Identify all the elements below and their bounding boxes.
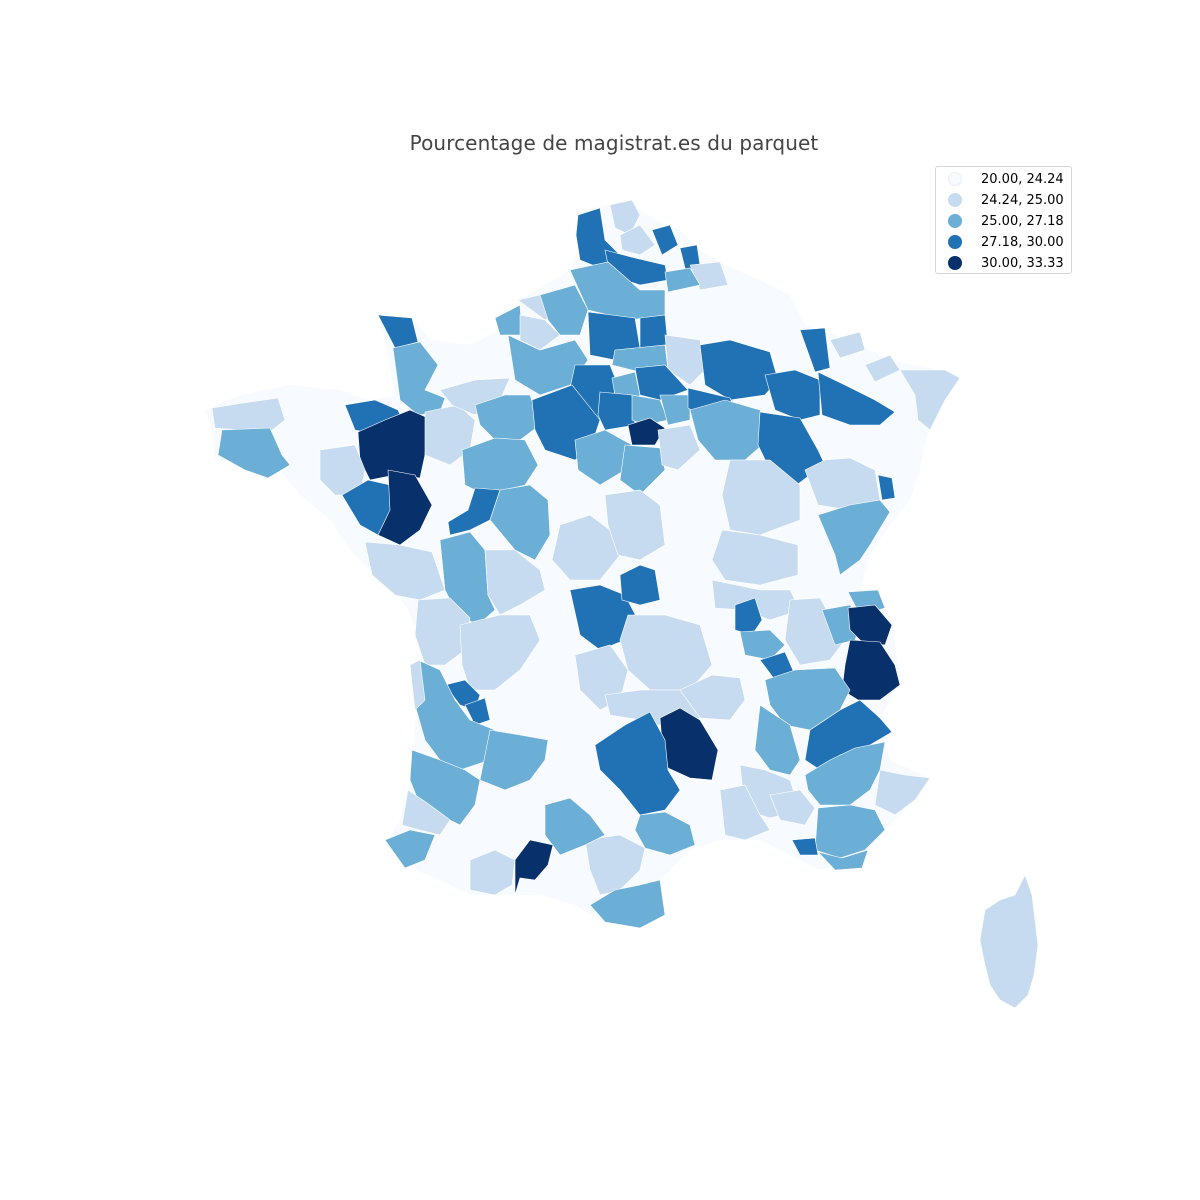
dept-shape: [804, 699, 893, 771]
dept-shape: [791, 837, 819, 856]
dept-shape: [217, 427, 291, 479]
dept-shape: [739, 629, 786, 661]
legend-item[interactable]: 27.18, 30.00: [936, 232, 1071, 253]
dept-shape: [829, 331, 866, 359]
dept-shape: [639, 314, 669, 349]
dept-shape: [804, 457, 881, 511]
dept-shape: [551, 514, 621, 581]
dept-shape: [414, 597, 471, 666]
dept-shape: [657, 424, 701, 471]
corsica: [979, 874, 1039, 1009]
dept-shape: [464, 697, 491, 726]
dept-shape: [664, 267, 701, 293]
dept-shape: [544, 797, 606, 856]
dept-shape: [489, 484, 551, 561]
dept-shape: [619, 444, 666, 496]
dept-shape: [764, 369, 821, 421]
dept-shape: [804, 741, 886, 806]
dept-shape: [711, 579, 801, 621]
legend-item[interactable]: 30.00, 33.33: [936, 253, 1071, 274]
legend-swatch: [948, 193, 962, 207]
dept-shape: [619, 224, 656, 256]
dept-shape: [721, 459, 801, 536]
dept-shape: [461, 437, 539, 496]
dept-shape: [817, 371, 896, 426]
legend-item[interactable]: 25.00, 27.18: [936, 211, 1071, 232]
dept-shape: [814, 804, 886, 859]
dept-shape: [479, 729, 549, 791]
dept-shape: [539, 284, 589, 336]
dept-shape: [784, 597, 846, 666]
dept-shape: [474, 394, 541, 441]
dept-shape: [619, 564, 661, 606]
dept-shape: [609, 199, 641, 236]
dept-shape: [711, 529, 799, 586]
dept-shape: [514, 839, 554, 896]
dept-shape: [689, 399, 769, 461]
legend-label: 30.00, 33.33: [981, 256, 1064, 271]
page-title: Pourcentage de magistrat.es du parquet: [409, 131, 819, 155]
dept-shape: [597, 391, 636, 431]
dept-shape: [584, 834, 646, 896]
dept-shape: [877, 474, 896, 501]
dept-shape: [519, 314, 561, 351]
dept-shape: [817, 499, 891, 576]
legend-label: 24.24, 25.00: [981, 193, 1064, 208]
dept-shape: [409, 659, 426, 711]
dept-shape: [817, 849, 869, 871]
legend-item[interactable]: 24.24, 25.00: [936, 190, 1071, 211]
dept-shape: [769, 789, 816, 826]
legend-swatch: [948, 172, 962, 186]
dept-shape: [589, 879, 666, 929]
dept-shape: [459, 614, 541, 691]
legend: 20.00, 24.24 24.24, 25.00 25.00, 27.18 2…: [935, 166, 1072, 274]
dept-shape: [719, 784, 771, 841]
legend-swatch: [948, 256, 962, 270]
legend-item[interactable]: 20.00, 24.24: [936, 169, 1071, 190]
dept-shape: [604, 489, 666, 561]
dept-shape: [634, 811, 696, 856]
dept-shape: [211, 397, 286, 433]
dept-shape: [594, 711, 681, 816]
dept-shape: [364, 541, 446, 601]
dept-shape: [569, 261, 666, 321]
dept-shape: [847, 604, 893, 646]
dept-shape: [651, 224, 679, 256]
legend-label: 25.00, 27.18: [981, 214, 1064, 229]
legend-label: 20.00, 24.24: [981, 172, 1064, 187]
dept-shape: [377, 469, 433, 546]
dept-shape: [469, 849, 516, 896]
dept-shape: [799, 327, 831, 373]
dept-shape: [392, 341, 446, 416]
dept-shape: [754, 704, 801, 776]
dept-shape: [384, 829, 436, 869]
legend-label: 27.18, 30.00: [981, 235, 1064, 250]
dept-shape: [484, 549, 546, 616]
dept-shape: [494, 304, 523, 336]
dept-shape: [734, 597, 763, 636]
dept-shape: [659, 394, 691, 426]
dept-shape: [874, 769, 931, 816]
legend-swatch: [948, 214, 962, 228]
legend-swatch: [948, 235, 962, 249]
dept-shape: [899, 369, 961, 431]
dept-shape: [841, 639, 901, 701]
dept-shape: [377, 314, 419, 349]
dept-shape: [401, 789, 451, 836]
